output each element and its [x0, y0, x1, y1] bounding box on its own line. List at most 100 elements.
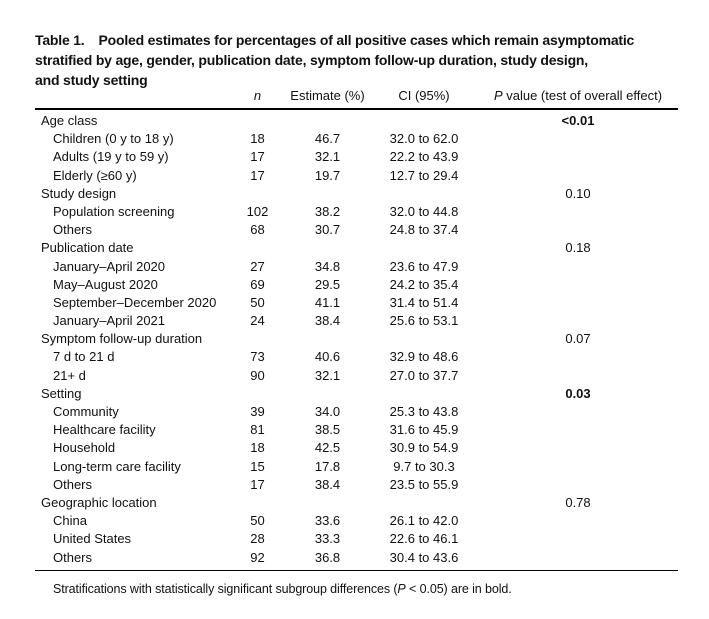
estimate-value: 34.8	[314, 258, 341, 274]
row-label: January–April 2020	[53, 258, 166, 274]
estimate-cell-empty	[285, 239, 370, 257]
footnote-p-italic: P	[397, 582, 406, 596]
table-title: Table 1. Pooled estimates for percentages…	[35, 30, 634, 90]
footnote-text-post: < 0.05) are in bold.	[405, 582, 512, 596]
data-row: 7 d to 21 d 73 40.6 32.9 to 48.6	[35, 348, 678, 366]
n-value: 92	[250, 549, 265, 565]
header-n: n	[253, 88, 262, 103]
row-label: May–August 2020	[53, 276, 158, 292]
ci-value: 23.6 to 47.9	[389, 258, 459, 274]
title-line-1: Table 1. Pooled estimates for percentages…	[35, 30, 634, 50]
ci-value: 31.6 to 45.9	[389, 422, 459, 438]
row-label: Elderly (≥60 y)	[53, 167, 137, 183]
estimate-value: 17.8	[314, 458, 341, 474]
data-row: 21+ d 90 32.1 27.0 to 37.7	[35, 367, 678, 385]
ci-value: 32.0 to 62.0	[389, 131, 459, 147]
estimate-value: 32.1	[314, 149, 341, 165]
row-label: Others	[53, 549, 93, 565]
estimate-value: 36.8	[314, 549, 341, 565]
header-p-value: P value (test of overall effect)	[478, 88, 678, 103]
n-value: 50	[250, 294, 265, 310]
ci-value: 25.6 to 53.1	[389, 313, 459, 329]
p-value: 0.10	[565, 185, 591, 201]
ci-value: 24.8 to 37.4	[389, 222, 459, 238]
estimate-value: 30.7	[314, 222, 341, 238]
group-row: Publication date 0.18	[35, 239, 678, 257]
estimate-value: 38.2	[314, 203, 341, 219]
table-1: n Estimate (%) CI (95%) P value (test of…	[35, 88, 678, 571]
n-cell-empty	[230, 385, 285, 403]
row-label: Long-term care facility	[53, 458, 181, 474]
p-cell-empty	[478, 549, 678, 567]
footnote-text-pre: Stratifications with statistically signi…	[53, 582, 398, 596]
p-value: 0.03	[565, 385, 591, 401]
p-cell-empty	[478, 276, 678, 294]
estimate-value: 29.5	[314, 276, 341, 292]
estimate-value: 19.7	[314, 167, 341, 183]
row-label: Household	[53, 440, 116, 456]
n-value: 18	[250, 131, 265, 147]
ci-value: 24.2 to 35.4	[389, 276, 459, 292]
n-value: 39	[250, 404, 265, 419]
n-cell-empty	[230, 185, 285, 203]
ci-value: 23.5 to 55.9	[389, 476, 459, 492]
row-label: Healthcare facility	[53, 422, 156, 438]
n-cell-empty	[230, 330, 285, 348]
row-label: China	[53, 513, 87, 529]
row-label: Population screening	[53, 203, 175, 219]
p-cell-empty	[478, 312, 678, 330]
ci-value: 25.3 to 43.8	[389, 404, 459, 419]
p-value: 0.07	[565, 331, 591, 347]
group-row: Geographic location 0.78	[35, 494, 678, 512]
estimate-value: 33.3	[314, 531, 341, 547]
ci-cell-empty	[370, 239, 478, 257]
data-row: January–April 2021 24 38.4 25.6 to 53.1	[35, 312, 678, 330]
data-row: Household 18 42.5 30.9 to 54.9	[35, 439, 678, 457]
n-value: 90	[250, 367, 265, 383]
estimate-cell-empty	[285, 494, 370, 512]
p-cell-empty	[478, 403, 678, 421]
header-estimate: Estimate (%)	[290, 88, 365, 103]
p-cell-empty	[478, 294, 678, 312]
group-row: Symptom follow-up duration 0.07	[35, 330, 678, 348]
p-value: 0.78	[565, 494, 591, 510]
ci-value: 32.0 to 44.8	[389, 203, 459, 219]
group-row: Setting 0.03	[35, 385, 678, 403]
estimate-cell-empty	[285, 112, 370, 130]
data-row: May–August 2020 69 29.5 24.2 to 35.4	[35, 276, 678, 294]
n-cell-empty	[230, 239, 285, 257]
ci-value: 27.0 to 37.7	[389, 367, 459, 383]
n-value: 27	[250, 258, 265, 274]
estimate-value: 41.1	[314, 294, 341, 310]
title-line-3: and study setting	[35, 72, 148, 88]
data-row: Elderly (≥60 y) 17 19.7 12.7 to 29.4	[35, 167, 678, 185]
estimate-value: 42.5	[314, 440, 341, 456]
table-number: Table 1.	[35, 32, 85, 48]
n-value: 17	[250, 476, 265, 492]
ci-value: 31.4 to 51.4	[389, 294, 459, 310]
data-row: Long-term care facility 15 17.8 9.7 to 30.3	[35, 458, 678, 476]
title-line-2: stratified by age, gender, publication d…	[35, 52, 588, 68]
group-label: Setting	[41, 385, 82, 401]
p-cell-empty	[478, 148, 678, 166]
data-row: Healthcare facility 81 38.5 31.6 to 45.9	[35, 421, 678, 439]
ci-cell-empty	[370, 185, 478, 203]
p-cell-empty	[478, 221, 678, 239]
title-text: Pooled estimates for percentages of all …	[98, 32, 635, 48]
ci-cell-empty	[370, 494, 478, 512]
estimate-value: 38.4	[314, 313, 341, 329]
data-row: China 50 33.6 26.1 to 42.0	[35, 512, 678, 530]
p-cell-empty	[478, 167, 678, 185]
estimate-cell-empty	[285, 385, 370, 403]
n-value: 73	[250, 349, 265, 365]
estimate-value: 46.7	[314, 131, 341, 147]
table-body: Age class <0.01 Children (0 y to 18 y) 18 46…	[35, 110, 678, 571]
data-row: Population screening 102 38.2 32.0 to 44.8	[35, 203, 678, 221]
data-row: Others 92 36.8 30.4 to 43.6	[35, 549, 678, 567]
p-cell-empty	[478, 439, 678, 457]
n-value: 69	[250, 276, 265, 292]
n-cell-empty	[230, 494, 285, 512]
ci-value: 26.1 to 42.0	[389, 513, 459, 529]
estimate-value: 33.6	[314, 513, 341, 529]
n-cell-empty	[230, 112, 285, 130]
